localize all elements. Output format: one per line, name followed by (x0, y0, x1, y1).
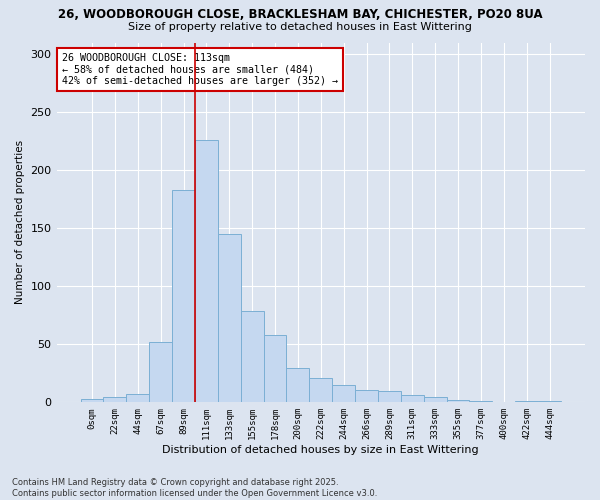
Bar (172, 190, 195, 402)
Bar (286, 368, 310, 402)
Text: Size of property relative to detached houses in East Wittering: Size of property relative to detached ho… (128, 22, 472, 32)
Bar (310, 378, 332, 402)
Bar (127, 394, 149, 402)
Bar (103, 396, 127, 402)
Text: 26 WOODBOROUGH CLOSE: 113sqm
← 58% of detached houses are smaller (484)
42% of s: 26 WOODBOROUGH CLOSE: 113sqm ← 58% of de… (62, 54, 338, 86)
Bar (446, 400, 469, 402)
Bar (355, 390, 378, 402)
Bar (515, 401, 538, 402)
Bar (149, 342, 172, 402)
Bar (469, 401, 493, 402)
Y-axis label: Number of detached properties: Number of detached properties (15, 140, 25, 304)
Text: 26, WOODBOROUGH CLOSE, BRACKLESHAM BAY, CHICHESTER, PO20 8UA: 26, WOODBOROUGH CLOSE, BRACKLESHAM BAY, … (58, 8, 542, 20)
Bar (218, 234, 241, 402)
Bar (424, 396, 446, 402)
Bar (195, 140, 218, 402)
Bar (378, 390, 401, 402)
X-axis label: Distribution of detached houses by size in East Wittering: Distribution of detached houses by size … (163, 445, 479, 455)
Bar (263, 335, 286, 402)
Bar (80, 399, 103, 402)
Bar (241, 310, 263, 402)
Bar (538, 401, 561, 402)
Bar (401, 396, 424, 402)
Bar (332, 385, 355, 402)
Text: Contains HM Land Registry data © Crown copyright and database right 2025.
Contai: Contains HM Land Registry data © Crown c… (12, 478, 377, 498)
